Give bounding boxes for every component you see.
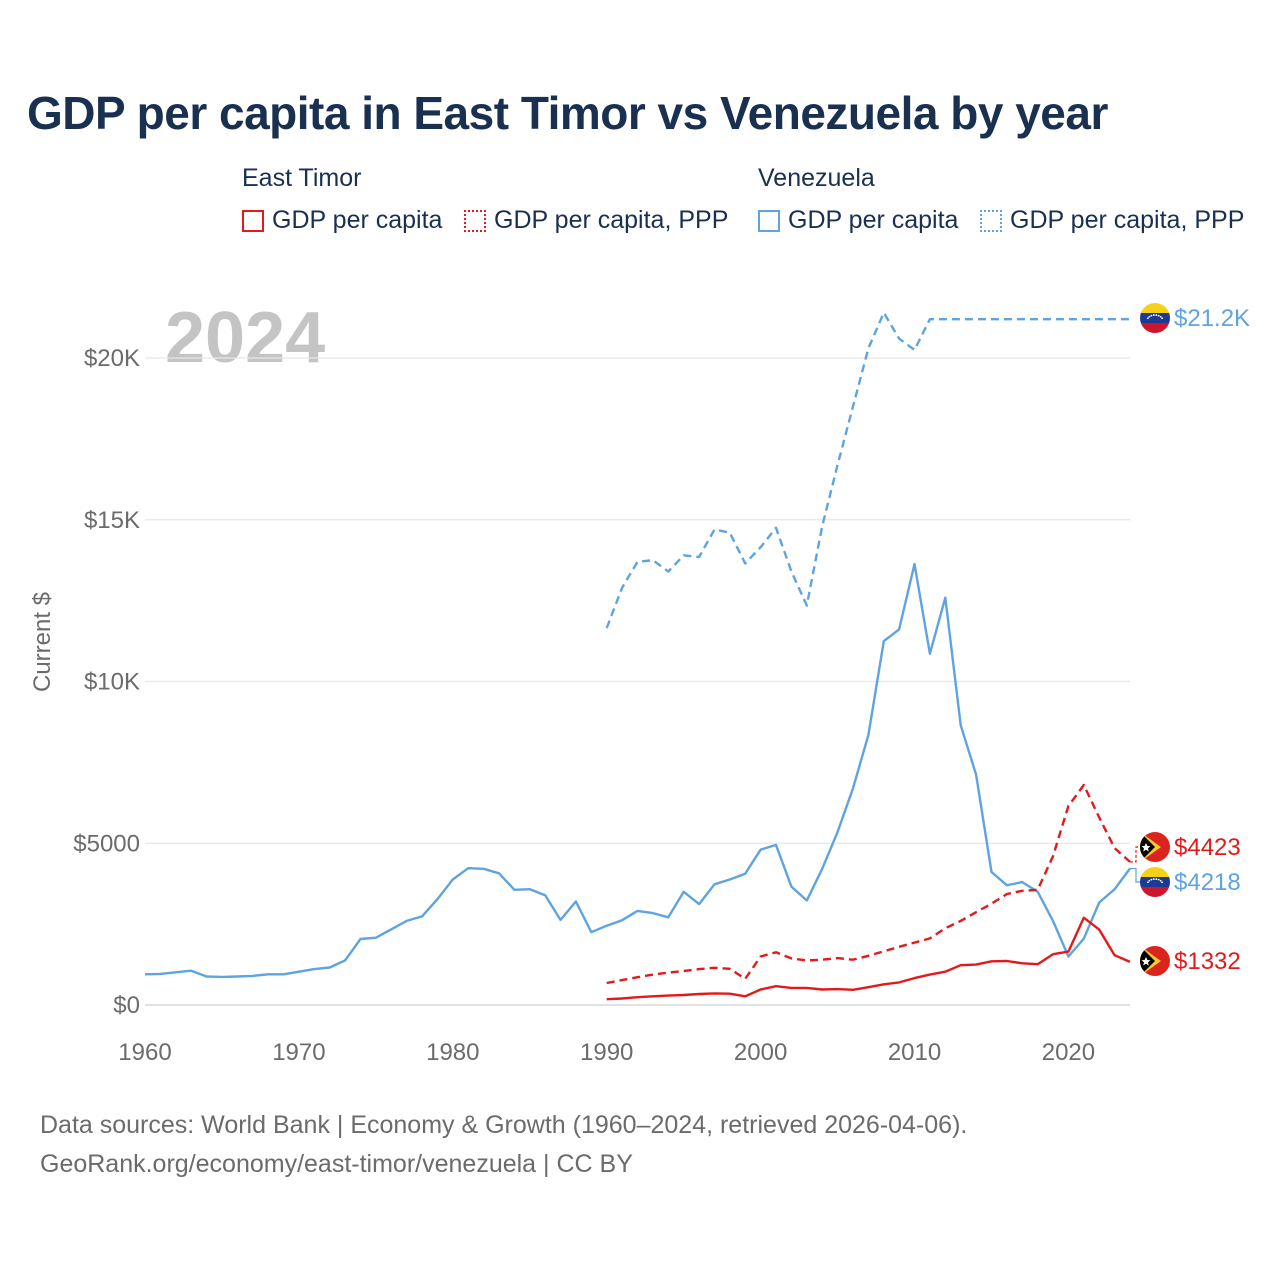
end-value-label: $4423 xyxy=(1174,834,1241,861)
legend-item-label: GDP per capita, PPP xyxy=(1010,206,1245,234)
series-line-east-timor-gdp-per-capita[interactable] xyxy=(606,916,1131,1001)
y-axis-label: Current $ xyxy=(29,592,56,692)
x-tick-label: 1970 xyxy=(272,1039,325,1066)
data-sources: Data sources: World Bank | Economy & Gro… xyxy=(40,1106,967,1184)
legend-swatch-dotted xyxy=(464,209,486,232)
series-layer xyxy=(144,311,1131,1001)
x-tick-label: 1960 xyxy=(118,1039,171,1066)
end-markers: $4218 $21.2K $4423 $1332 xyxy=(1130,303,1250,976)
legend-item-venezuela-gdp[interactable]: GDP per capita xyxy=(758,206,958,235)
sources-line-1: Data sources: World Bank | Economy & Gro… xyxy=(40,1111,968,1139)
legend-swatch-solid xyxy=(242,209,264,232)
east-timor-flag-icon xyxy=(1140,832,1170,862)
legend-group-name: East Timor xyxy=(242,164,362,192)
x-tick-label: 1980 xyxy=(426,1039,479,1066)
y-tick-label: $10K xyxy=(84,669,140,696)
legend-item-label: GDP per capita xyxy=(272,206,443,234)
chart-title: GDP per capita in East Timor vs Venezuel… xyxy=(27,87,1108,139)
legend-swatch-dotted xyxy=(980,209,1002,232)
x-tick-label: 1990 xyxy=(580,1039,633,1066)
end-label-connector xyxy=(1130,846,1140,863)
legend-group-name: Venezuela xyxy=(758,164,875,192)
legend-item-label: GDP per capita xyxy=(788,206,959,234)
end-value-label: $21.2K xyxy=(1174,305,1250,332)
venezuela-flag-icon xyxy=(1140,303,1170,333)
x-axis: 1960 1970 1980 1990 2000 2010 2020 xyxy=(118,1039,1095,1066)
year-watermark: 2024 xyxy=(165,298,325,378)
x-tick-label: 2000 xyxy=(734,1039,787,1066)
legend-item-label: GDP per capita, PPP xyxy=(494,206,729,234)
sources-line-2: GeoRank.org/economy/east-timor/venezuela… xyxy=(40,1150,633,1178)
y-tick-label: $5000 xyxy=(73,830,140,857)
end-value-label: $1332 xyxy=(1174,948,1241,975)
series-line-east-timor-gdp-per-capita-ppp[interactable] xyxy=(606,783,1131,985)
x-tick-label: 2020 xyxy=(1042,1039,1095,1066)
end-value-label: $4218 xyxy=(1174,869,1241,896)
series-line-venezuela-gdp-per-capita-ppp[interactable] xyxy=(605,311,1130,629)
east-timor-flag-icon xyxy=(1140,946,1170,976)
grid-lines xyxy=(145,357,1130,1006)
end-label-connector xyxy=(1130,867,1140,883)
legend-swatch-solid xyxy=(758,209,780,232)
series-line-venezuela-gdp-per-capita[interactable] xyxy=(144,562,1131,979)
y-axis: $0 $5000 $10K $15K $20K xyxy=(73,345,140,1019)
legend-item-east-timor-gdp[interactable]: GDP per capita xyxy=(242,206,442,235)
y-tick-label: $20K xyxy=(84,345,140,372)
y-tick-label: $15K xyxy=(84,507,140,534)
y-tick-label: $0 xyxy=(113,992,140,1019)
legend-item-east-timor-gdp-ppp[interactable]: GDP per capita, PPP xyxy=(464,206,728,235)
x-tick-label: 2010 xyxy=(888,1039,941,1066)
venezuela-flag-icon xyxy=(1140,867,1170,897)
legend-item-venezuela-gdp-ppp[interactable]: GDP per capita, PPP xyxy=(980,206,1244,235)
